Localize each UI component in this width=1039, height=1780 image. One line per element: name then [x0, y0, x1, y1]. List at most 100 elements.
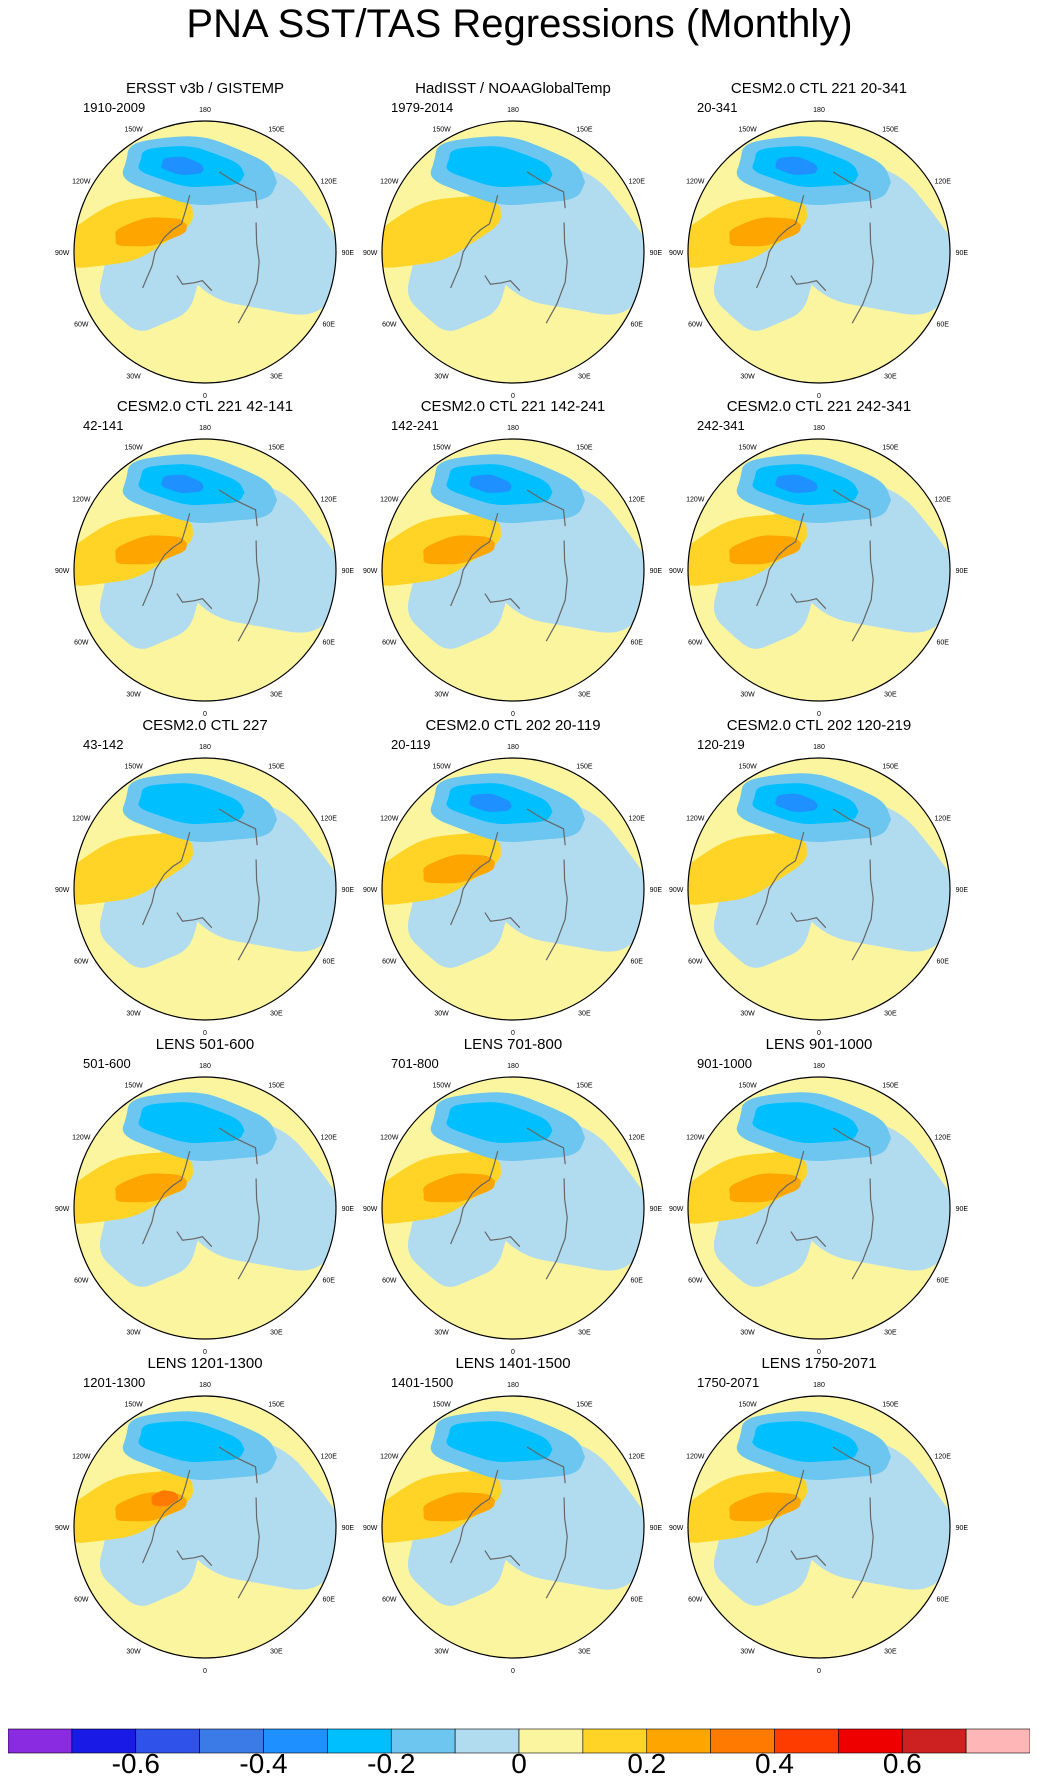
longitude-label: 0	[511, 1030, 515, 1037]
longitude-label: 60W	[688, 1277, 703, 1284]
longitude-label: 150W	[738, 1401, 757, 1408]
period-label: 242-341	[697, 418, 745, 433]
longitude-label: 90W	[669, 568, 684, 575]
longitude-label: 120E	[321, 179, 338, 186]
field	[688, 1396, 950, 1658]
longitude-label: 60E	[322, 639, 335, 646]
map-border	[687, 120, 951, 384]
longitude-label: 150E	[576, 1401, 593, 1408]
longitude-label: 60W	[382, 958, 397, 965]
panel-title: CESM2.0 CTL 227	[142, 717, 268, 734]
polar-map: 180 150E 120E 90E 60E 30E 0 30W 60W 90W 120W 150W	[669, 744, 969, 1037]
longitude-label: 90E	[956, 887, 969, 894]
panel-title: LENS 1401-1500	[455, 1355, 571, 1372]
coastline	[142, 489, 260, 642]
longitude-label: 90E	[956, 1206, 969, 1213]
longitude-label: 90E	[650, 568, 663, 575]
map-panel: CESM2.0 CTL 202 20-119 20-119 180 150E 120E 9…	[363, 717, 663, 1037]
longitude-label: 90E	[650, 250, 663, 257]
field	[688, 439, 950, 701]
colorbar-swatch	[582, 1728, 648, 1754]
polar-map: 180 150E 120E 90E 60E 30E 0 30W 60W 90W 120W 150W	[363, 744, 662, 1037]
panel-title: CESM2.0 CTL 221 242-341	[726, 398, 912, 415]
field	[382, 121, 644, 383]
longitude-label: 120W	[380, 1135, 399, 1142]
map-panel: CESM2.0 CTL 221 20-341 20-341 180 150E 120E 9…	[669, 80, 969, 400]
longitude-label: 90W	[55, 887, 70, 894]
contour-region-pos-strong	[423, 854, 495, 884]
period-label: 120-219	[697, 737, 745, 752]
longitude-label: 0	[817, 393, 821, 400]
coastline	[450, 1127, 568, 1280]
longitude-label: 120W	[380, 179, 399, 186]
contour-region-neg-max	[161, 156, 204, 175]
longitude-label: 30E	[578, 1330, 591, 1337]
map-panel: CESM2.0 CTL 221 242-341 242-341 180 150E 120…	[669, 398, 969, 718]
colorbar-swatch	[263, 1728, 328, 1754]
longitude-label: 180	[507, 1382, 519, 1389]
longitude-label: 180	[507, 107, 519, 114]
longitude-label: 60W	[382, 639, 397, 646]
longitude-label: 120W	[72, 1135, 91, 1142]
longitude-label: 90W	[669, 1206, 684, 1213]
map-panel: HadISST / NOAAGlobalTemp 1979-2014 180 150E…	[363, 80, 663, 400]
field	[382, 758, 644, 1020]
longitude-label: 30W	[126, 374, 141, 381]
coastline	[450, 1446, 568, 1599]
longitude-label: 60W	[688, 321, 703, 328]
contour-region-neg-strong	[138, 1421, 245, 1463]
longitude-label: 0	[817, 1668, 821, 1675]
longitude-label: 0	[511, 1668, 515, 1675]
longitude-label: 150E	[268, 763, 285, 770]
longitude-label: 90W	[669, 250, 684, 257]
contour-region-pos-strong	[423, 1173, 495, 1203]
longitude-label: 60E	[936, 321, 949, 328]
colorbar-swatch	[965, 1728, 1030, 1754]
longitude-label: 0	[511, 711, 515, 718]
longitude-label: 90E	[956, 1525, 969, 1532]
longitude-label: 30E	[270, 1011, 283, 1018]
field	[688, 758, 950, 1020]
coastline	[142, 808, 260, 961]
map-panel: CESM2.0 CTL 227 43-142 180 150E 120E 90E 60E 30…	[55, 717, 355, 1037]
period-label: 1979-2014	[391, 100, 454, 115]
map-border	[381, 438, 645, 702]
longitude-label: 30W	[126, 692, 141, 699]
map-border	[73, 1395, 337, 1659]
polar-map: 180 150E 120E 90E 60E 30E 0 30W 60W 90W 120W 150W	[669, 107, 968, 400]
longitude-label: 60E	[322, 1596, 335, 1603]
period-label: 43-142	[83, 737, 124, 752]
longitude-label: 120W	[380, 816, 399, 823]
longitude-label: 60W	[74, 1277, 89, 1284]
map-panel: CESM2.0 CTL 221 142-241 142-241 180 150E 120…	[363, 398, 663, 718]
longitude-label: 30W	[740, 1330, 755, 1337]
map-panel: LENS 1401-1500 1401-1500 180 150E 120E 90E 60E…	[363, 1355, 663, 1675]
longitude-label: 90W	[363, 250, 378, 257]
panel-title: LENS 901-1000	[765, 1036, 873, 1053]
contour-region-pos-strong	[423, 535, 495, 565]
longitude-label: 120W	[72, 179, 91, 186]
longitude-label: 120W	[380, 1454, 399, 1461]
panel-title: CESM2.0 CTL 221 142-241	[420, 398, 606, 415]
longitude-label: 120E	[629, 1135, 646, 1142]
longitude-label: 0	[817, 1030, 821, 1037]
longitude-label: 60W	[688, 958, 703, 965]
longitude-label: 0	[203, 711, 207, 718]
panel-title: LENS 501-600	[155, 1036, 255, 1053]
longitude-label: 60W	[382, 1596, 397, 1603]
longitude-label: 120E	[321, 1135, 338, 1142]
longitude-label: 120E	[321, 497, 338, 504]
longitude-label: 90E	[650, 1525, 663, 1532]
longitude-label: 60E	[630, 1277, 643, 1284]
longitude-label: 150E	[576, 1082, 593, 1089]
longitude-label: 120E	[935, 497, 952, 504]
contour-region-neg-max	[775, 793, 818, 812]
longitude-label: 180	[199, 1382, 211, 1389]
longitude-label: 120W	[686, 1135, 705, 1142]
period-label: 42-141	[83, 418, 124, 433]
longitude-label: 30W	[740, 1011, 755, 1018]
map-panel: CESM2.0 CTL 202 120-219 120-219 180 150E 120…	[669, 717, 969, 1037]
map-border	[73, 438, 337, 702]
longitude-label: 60E	[630, 639, 643, 646]
